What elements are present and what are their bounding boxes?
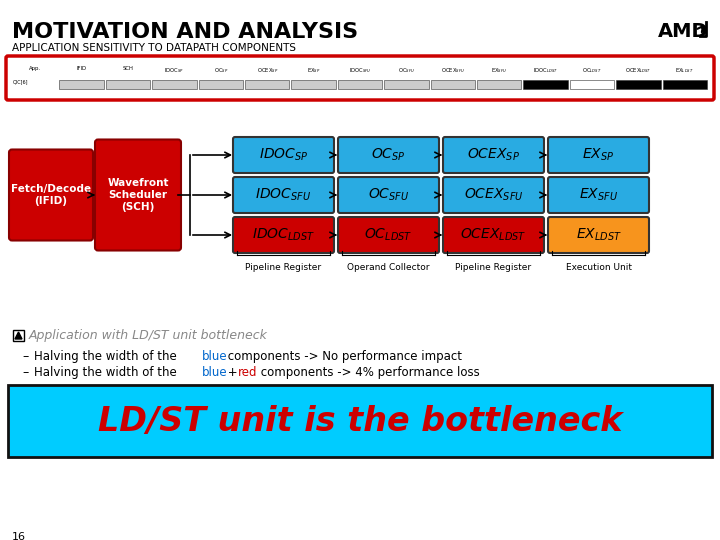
- Text: OCEX$_{SFU}$: OCEX$_{SFU}$: [441, 66, 464, 75]
- Text: OCEX$_{SP}$: OCEX$_{SP}$: [256, 66, 278, 75]
- Text: Application with LD/ST unit bottleneck: Application with LD/ST unit bottleneck: [29, 329, 268, 342]
- Text: IDOC$_{LDST}$: IDOC$_{LDST}$: [533, 66, 558, 75]
- Polygon shape: [15, 332, 22, 339]
- Bar: [152, 80, 197, 89]
- FancyBboxPatch shape: [338, 137, 439, 173]
- Bar: [384, 80, 428, 89]
- FancyBboxPatch shape: [443, 137, 544, 173]
- FancyBboxPatch shape: [338, 217, 439, 253]
- Bar: [8, 385, 712, 457]
- Text: $OCEX_{SFU}$: $OCEX_{SFU}$: [464, 187, 523, 203]
- Text: blue: blue: [202, 366, 228, 379]
- Text: –: –: [22, 350, 28, 363]
- Bar: [292, 80, 336, 89]
- Text: $IDOC_{SP}$: $IDOC_{SP}$: [258, 147, 308, 163]
- FancyBboxPatch shape: [9, 150, 93, 240]
- Text: APPLICATION SENSITIVITY TO DATAPATH COMPONENTS: APPLICATION SENSITIVITY TO DATAPATH COMP…: [12, 43, 296, 53]
- Bar: [338, 80, 382, 89]
- Text: OC$_{SFU}$: OC$_{SFU}$: [398, 66, 415, 75]
- Text: $EX_{LDST}$: $EX_{LDST}$: [575, 227, 621, 243]
- FancyBboxPatch shape: [233, 137, 334, 173]
- FancyBboxPatch shape: [443, 217, 544, 253]
- Text: red: red: [238, 366, 258, 379]
- Text: OC$_{SP}$: OC$_{SP}$: [214, 66, 228, 75]
- Bar: [106, 80, 150, 89]
- FancyBboxPatch shape: [443, 177, 544, 213]
- Text: LD/ST unit is the bottleneck: LD/ST unit is the bottleneck: [98, 404, 622, 437]
- Text: $IDOC_{LDST}$: $IDOC_{LDST}$: [252, 227, 315, 243]
- Text: SCH: SCH: [122, 66, 133, 71]
- Text: 16: 16: [12, 532, 26, 540]
- Bar: [199, 80, 243, 89]
- Text: $OCEX_{LDST}$: $OCEX_{LDST}$: [460, 227, 527, 243]
- Text: OCEX$_{LDST}$: OCEX$_{LDST}$: [625, 66, 652, 75]
- Bar: [59, 80, 104, 89]
- Text: IDOC$_{SP}$: IDOC$_{SP}$: [164, 66, 184, 75]
- Bar: [477, 80, 521, 89]
- Bar: [570, 80, 614, 89]
- Text: MOTIVATION AND ANALYSIS: MOTIVATION AND ANALYSIS: [12, 22, 358, 42]
- Text: Operand Collector: Operand Collector: [347, 263, 430, 272]
- Bar: [13, 330, 24, 341]
- Text: $EX_{SFU}$: $EX_{SFU}$: [579, 187, 618, 203]
- FancyBboxPatch shape: [338, 177, 439, 213]
- Text: Halving the width of the: Halving the width of the: [34, 350, 181, 363]
- Bar: [431, 80, 475, 89]
- Text: components -> 4% performance loss: components -> 4% performance loss: [257, 366, 480, 379]
- Text: Fetch/Decode
(IFID): Fetch/Decode (IFID): [11, 184, 91, 206]
- Text: $OC_{SP}$: $OC_{SP}$: [372, 147, 406, 163]
- Text: QIC[6]: QIC[6]: [13, 79, 29, 84]
- FancyBboxPatch shape: [548, 177, 649, 213]
- Text: EX$_{SFU}$: EX$_{SFU}$: [491, 66, 508, 75]
- Text: Execution Unit: Execution Unit: [565, 263, 631, 272]
- Text: blue: blue: [202, 350, 228, 363]
- Text: $OC_{LDST}$: $OC_{LDST}$: [364, 227, 413, 243]
- Text: AMD: AMD: [658, 22, 708, 41]
- FancyBboxPatch shape: [233, 217, 334, 253]
- Bar: [616, 80, 660, 89]
- Text: Pipeline Register: Pipeline Register: [456, 263, 531, 272]
- Text: IFID: IFID: [76, 66, 86, 71]
- Text: –: –: [22, 366, 28, 379]
- Text: OC$_{LDST}$: OC$_{LDST}$: [582, 66, 602, 75]
- Text: $OCEX_{SP}$: $OCEX_{SP}$: [467, 147, 520, 163]
- FancyBboxPatch shape: [95, 139, 181, 251]
- Text: +: +: [224, 366, 241, 379]
- FancyBboxPatch shape: [6, 56, 714, 100]
- Text: App.: App.: [30, 66, 41, 71]
- Text: Wavefront
Scheduler
(SCH): Wavefront Scheduler (SCH): [107, 178, 168, 212]
- Text: EX$_{SP}$: EX$_{SP}$: [307, 66, 320, 75]
- Text: $EX_{SP}$: $EX_{SP}$: [582, 147, 615, 163]
- Bar: [523, 80, 568, 89]
- FancyBboxPatch shape: [548, 137, 649, 173]
- FancyBboxPatch shape: [548, 217, 649, 253]
- Text: EX$_{LDST}$: EX$_{LDST}$: [675, 66, 694, 75]
- Text: IDOC$_{SFU}$: IDOC$_{SFU}$: [348, 66, 372, 75]
- Text: Pipeline Register: Pipeline Register: [246, 263, 322, 272]
- FancyBboxPatch shape: [233, 177, 334, 213]
- Bar: [662, 80, 707, 89]
- Text: components -> No performance impact: components -> No performance impact: [224, 350, 462, 363]
- Bar: [245, 80, 289, 89]
- Text: Halving the width of the: Halving the width of the: [34, 366, 181, 379]
- Text: $OC_{SFU}$: $OC_{SFU}$: [368, 187, 409, 203]
- Text: $IDOC_{SFU}$: $IDOC_{SFU}$: [256, 187, 312, 203]
